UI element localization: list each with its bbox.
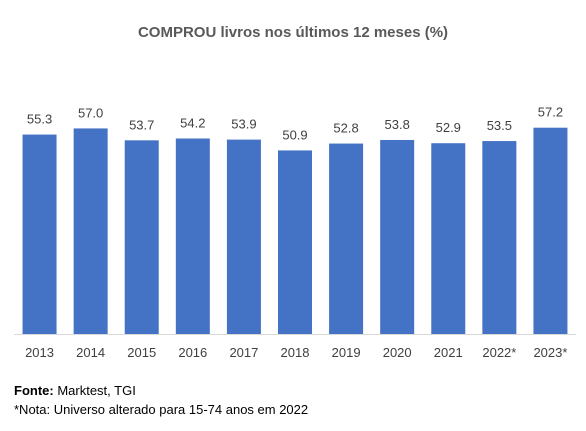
source-label: Fonte:: [14, 383, 54, 398]
x-tick-label-2023*: 2023*: [533, 345, 567, 360]
value-label-2021: 52.9: [436, 120, 461, 135]
value-label-2014: 57.0: [78, 105, 103, 120]
bar-2021: [431, 143, 466, 334]
value-label-2015: 53.7: [129, 117, 154, 132]
bar-2018: [278, 150, 312, 334]
bar-2015: [124, 140, 159, 334]
x-tick-label-2017: 2017: [229, 345, 258, 360]
x-tick-label-2020: 2020: [383, 345, 412, 360]
x-tick-label-2013: 2013: [25, 345, 54, 360]
x-tick-labels-group: 2013 2014 2015 2016 2017 2018 2019 2020 2021 2022…: [25, 345, 567, 360]
footnotes: Fonte: Marktest, TGI *Nota: Universo alt…: [14, 381, 308, 419]
value-labels-group: 55.3 57.0 53.7 54.2 53.9 50.9 52.8 53.8 52.9 53.5…: [27, 105, 563, 143]
value-label-2013: 55.3: [27, 112, 52, 127]
x-tick-label-2021: 2021: [434, 345, 463, 360]
note-line: *Nota: Universo alterado para 15-74 anos…: [14, 402, 309, 417]
bar-2016: [175, 138, 210, 334]
x-tick-label-2015: 2015: [127, 345, 156, 360]
bar-2019: [329, 143, 364, 334]
value-label-2019: 52.8: [333, 121, 358, 136]
value-label-2017: 53.9: [231, 117, 256, 132]
x-tick-label-2014: 2014: [76, 345, 105, 360]
x-tick-label-2022*: 2022*: [482, 345, 516, 360]
value-label-2020: 53.8: [385, 117, 410, 132]
bar-chart: 55.3 57.0 53.7 54.2 53.9 50.9 52.8 53.8 52.9 53.5…: [14, 105, 576, 360]
bar-2020: [380, 139, 415, 334]
value-label-2018: 50.9: [282, 127, 307, 142]
value-label-2016: 54.2: [180, 116, 205, 131]
x-tick-label-2018: 2018: [281, 345, 310, 360]
value-label-2023*: 57.2: [538, 105, 563, 120]
chart-title: COMPROU livros nos últimos 12 meses (%): [137, 24, 449, 41]
bar-2022*: [482, 141, 517, 334]
bars-group: [22, 127, 568, 334]
bar-2014: [73, 128, 108, 334]
bar-2013: [22, 134, 57, 334]
value-label-2022*: 53.5: [487, 118, 512, 133]
x-tick-label-2016: 2016: [178, 345, 207, 360]
bar-2017: [226, 139, 261, 334]
source-line: Fonte: Marktest, TGI: [14, 381, 308, 400]
bar-2023*: [533, 127, 568, 334]
x-tick-label-2019: 2019: [332, 345, 361, 360]
source-text: Marktest, TGI: [53, 383, 136, 398]
